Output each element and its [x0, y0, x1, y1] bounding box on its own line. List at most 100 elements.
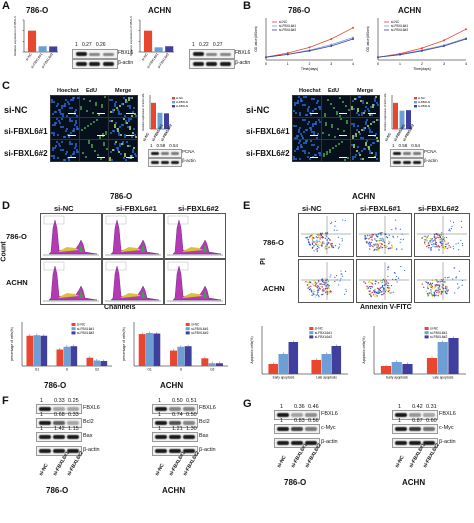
- event-dot: [440, 293, 442, 295]
- event-dot: [369, 234, 371, 237]
- stats-box: [43, 261, 65, 271]
- quant-value: 1.42: [54, 426, 65, 432]
- event-dot: [327, 286, 330, 288]
- micrograph-image: [350, 139, 380, 162]
- event-dot: [433, 291, 436, 294]
- event-dot: [387, 268, 389, 271]
- event-dot: [439, 238, 441, 241]
- event-dot: [430, 249, 432, 251]
- event-dot: [390, 292, 392, 294]
- quant-value: 0.36: [294, 404, 305, 410]
- event-dot: [387, 267, 389, 269]
- quant-value: 0.33: [54, 398, 65, 404]
- g2-peak: [141, 290, 145, 298]
- bar: [40, 335, 48, 366]
- event-dot: [310, 285, 312, 288]
- event-dot: [443, 237, 446, 239]
- event-dot: [313, 289, 315, 291]
- cell-cycle-histogram: [102, 213, 164, 259]
- histogram-plot: [43, 261, 99, 302]
- event-dot: [461, 244, 464, 247]
- bar: [164, 113, 169, 129]
- panel-label-b: B: [243, 0, 251, 12]
- event-dot: [316, 287, 319, 289]
- data-point: [330, 45, 333, 47]
- event-dot: [378, 292, 380, 294]
- event-dot: [374, 238, 376, 240]
- event-dot: [317, 289, 320, 291]
- data-point: [352, 26, 354, 29]
- event-dot: [388, 291, 391, 294]
- event-dot: [334, 280, 336, 283]
- event-dot: [311, 247, 314, 249]
- bar: [380, 366, 392, 374]
- event-dot: [392, 278, 394, 280]
- event-dot: [379, 232, 381, 234]
- event-dot: [430, 239, 433, 241]
- event-dot: [368, 241, 370, 244]
- event-dot: [322, 241, 324, 243]
- event-dot: [312, 239, 314, 241]
- event-dot: [366, 241, 368, 243]
- legend-entry: si-FBXL6#1: [77, 327, 94, 331]
- event-dot: [327, 241, 329, 244]
- panel-label-d: D: [2, 200, 10, 212]
- event-dot: [428, 244, 430, 246]
- blot-label: β-actin: [321, 439, 338, 445]
- event-dot: [368, 236, 371, 238]
- quant-value: 0.42: [412, 404, 423, 410]
- quant-value: 0.83: [294, 418, 305, 424]
- event-dot: [321, 235, 324, 238]
- event-dot: [396, 248, 398, 251]
- quant-value: 0.74: [172, 412, 183, 418]
- event-dot: [370, 292, 372, 294]
- quant-value: 1: [398, 418, 402, 424]
- quant-value: 0.33: [68, 412, 79, 418]
- event-dot: [368, 280, 371, 283]
- event-dot: [321, 280, 323, 282]
- event-dot: [317, 236, 319, 239]
- event-dot: [437, 245, 439, 247]
- event-dot: [316, 289, 319, 291]
- event-dot: [313, 250, 315, 252]
- event-dot: [319, 238, 321, 240]
- event-dot: [390, 247, 392, 249]
- event-dot: [309, 235, 312, 237]
- blot-caption: ACHN: [402, 478, 426, 487]
- event-dot: [308, 286, 310, 288]
- event-dot: [305, 236, 307, 239]
- event-dot: [431, 282, 434, 285]
- event-dot: [439, 245, 441, 248]
- event-dot: [311, 238, 314, 240]
- event-dot: [443, 247, 446, 249]
- event-dot: [374, 283, 377, 285]
- legend-swatch: [309, 327, 314, 330]
- legend-swatch: [185, 323, 190, 326]
- event-dot: [341, 275, 344, 277]
- event-dot: [377, 288, 380, 290]
- x-tick-label: 3: [330, 62, 332, 66]
- legend-entry: si-FBXL6#2: [418, 104, 430, 108]
- y-axis-label: PI: [259, 258, 267, 265]
- event-dot: [369, 245, 371, 248]
- event-dot: [313, 241, 315, 243]
- event-dot: [439, 240, 441, 242]
- event-dot: [332, 245, 334, 247]
- event-dot: [318, 280, 320, 282]
- event-dot: [318, 240, 321, 242]
- event-dot: [372, 234, 375, 236]
- event-dot: [440, 244, 443, 247]
- band-quant: 1 1.42 1.15: [40, 426, 82, 432]
- quant-value: 1.30: [186, 426, 197, 432]
- blot-strip: [390, 158, 424, 167]
- event-dot: [335, 275, 338, 277]
- event-dot: [426, 286, 429, 288]
- event-dot: [381, 284, 384, 287]
- event-dot: [446, 243, 448, 246]
- bar: [406, 110, 411, 129]
- event-dot: [446, 287, 448, 289]
- x-axis-label: Time(days): [301, 67, 318, 71]
- event-dot: [319, 234, 322, 236]
- event-dot: [430, 246, 432, 249]
- x-tick-label: si-NC: [25, 52, 33, 62]
